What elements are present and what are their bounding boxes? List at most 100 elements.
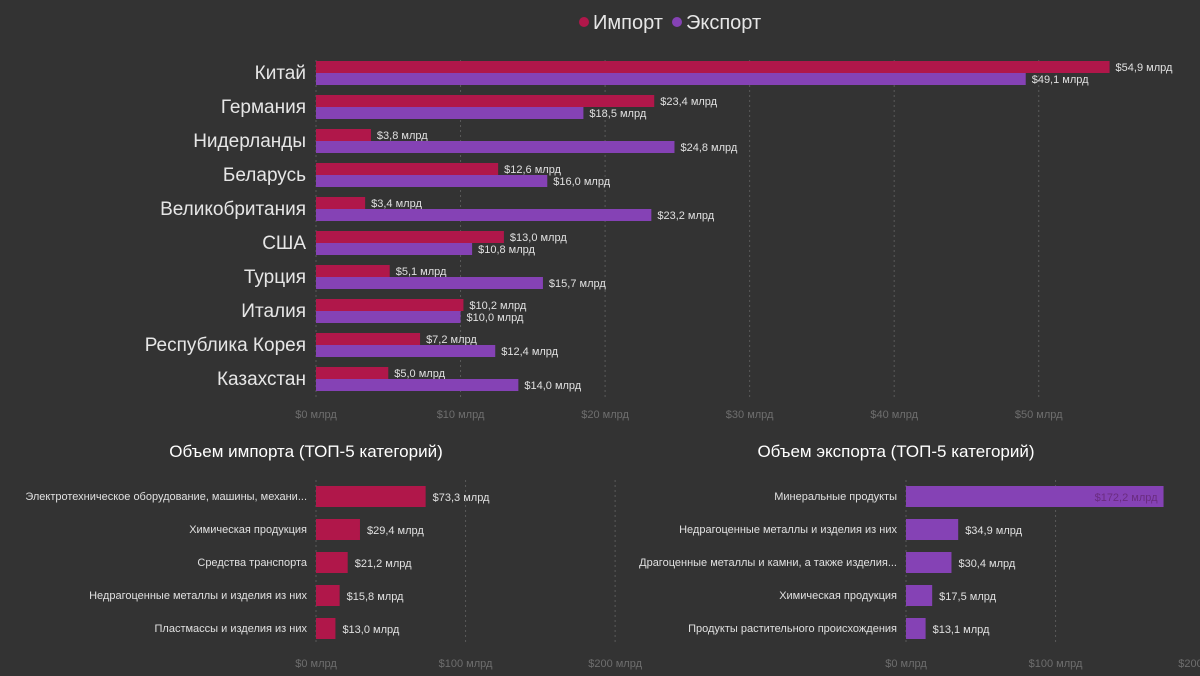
x-tick-label: $200 млрд [1178, 658, 1200, 670]
import-bar[interactable] [316, 129, 371, 141]
bar-value-label: $23,2 млрд [657, 210, 714, 222]
legend-export-dot [672, 17, 682, 27]
export-bar[interactable] [316, 141, 675, 153]
export-bar[interactable] [316, 345, 496, 357]
bar-value-label: $49,1 млрд [1032, 74, 1089, 86]
bar-value-label: $10,8 млрд [478, 244, 535, 256]
bar-value-label: $21,2 млрд [355, 558, 412, 570]
bar-value-label: $5,1 млрд [396, 266, 447, 278]
legend-import-label: Импорт [593, 12, 663, 34]
bar-value-label: $13,0 млрд [510, 232, 567, 244]
bar-value-label: $73,3 млрд [433, 492, 490, 504]
bar-value-label: $10,2 млрд [469, 300, 526, 312]
bar-value-label: $3,8 млрд [377, 130, 428, 142]
import-categories-chart: $0 млрд $100 млрд $200 млрд Электротехничес… [25, 480, 643, 670]
bar-value-label: $5,0 млрд [394, 368, 445, 380]
export-bar[interactable] [316, 73, 1026, 85]
bar-value-label: $10,0 млрд [467, 312, 524, 324]
bar-value-label: $34,9 млрд [965, 525, 1022, 537]
import-bar[interactable] [316, 197, 366, 209]
export-bar[interactable] [316, 209, 652, 221]
category-label: Химическая продукция [189, 524, 307, 536]
export-category-bar[interactable] [906, 618, 926, 639]
x-tick-label: $0 млрд [295, 409, 337, 421]
bar-value-label: $3,4 млрд [371, 198, 422, 210]
bar-value-label: $30,4 млрд [958, 558, 1015, 570]
x-tick-label: $100 млрд [1029, 658, 1083, 670]
x-tick-label: $10 млрд [437, 409, 485, 421]
legend-import-dot [579, 17, 589, 27]
import-category-bar[interactable] [316, 552, 348, 573]
category-label: Драгоценные металлы и камни, а также изд… [639, 557, 897, 569]
x-tick-label: $20 млрд [581, 409, 629, 421]
bar-value-label: $13,0 млрд [342, 624, 399, 636]
bar-value-label: $18,5 млрд [589, 108, 646, 120]
country-label: Италия [241, 301, 306, 322]
category-label: Продукты растительного происхождения [688, 623, 897, 635]
import-bar[interactable] [316, 163, 499, 175]
country-label: Нидерланды [193, 131, 306, 152]
import-category-bar[interactable] [316, 585, 340, 606]
country-label: Казахстан [217, 369, 306, 390]
import-category-bar[interactable] [316, 519, 360, 540]
x-tick-label: $30 млрд [726, 409, 774, 421]
export-category-bar[interactable] [906, 552, 952, 573]
country-label: Беларусь [223, 165, 306, 186]
country-label: Китай [255, 63, 306, 84]
category-label: Пластмассы и изделия из них [155, 623, 308, 635]
x-tick-label: $100 млрд [439, 658, 493, 670]
export-categories-chart: $0 млрд $100 млрд $200 млрд Минеральные про… [639, 480, 1200, 670]
bar-value-label: $12,4 млрд [501, 346, 558, 358]
import-bar[interactable] [316, 265, 390, 277]
import-category-bar[interactable] [316, 618, 336, 639]
import-chart-title: Объем импорта (ТОП-5 категорий) [169, 442, 442, 461]
export-category-bar[interactable] [906, 486, 1164, 507]
bar-value-label: $15,8 млрд [347, 591, 404, 603]
import-bar[interactable] [316, 367, 389, 379]
x-tick-label: $0 млрд [885, 658, 927, 670]
bar-value-label: $7,2 млрд [426, 334, 477, 346]
export-bar[interactable] [316, 175, 548, 187]
bar-value-label: $14,0 млрд [524, 380, 581, 392]
bar-value-label: $17,5 млрд [939, 591, 996, 603]
x-tick-label: $50 млрд [1015, 409, 1063, 421]
bar-value-label: $23,4 млрд [660, 96, 717, 108]
bar-value-label: $16,0 млрд [553, 176, 610, 188]
import-category-bar[interactable] [316, 486, 426, 507]
bar-value-label: $24,8 млрд [680, 142, 737, 154]
bar-value-label: $13,1 млрд [933, 624, 990, 636]
export-bar[interactable] [316, 243, 473, 255]
country-label: США [262, 233, 306, 254]
bar-value-label: $15,7 млрд [549, 278, 606, 290]
bar-value-label: $12,6 млрд [504, 164, 561, 176]
import-bar[interactable] [316, 61, 1110, 73]
x-tick-label: $0 млрд [295, 658, 337, 670]
import-bar[interactable] [316, 299, 464, 311]
bar-value-label: $172,2 млрд [1095, 492, 1159, 504]
import-bar[interactable] [316, 333, 421, 345]
category-label: Средства транспорта [197, 557, 308, 569]
import-bar[interactable] [316, 231, 504, 243]
export-bar[interactable] [316, 107, 584, 119]
legend: Импорт Экспорт [579, 12, 761, 34]
export-category-bar[interactable] [906, 585, 933, 606]
export-chart-title: Объем экспорта (ТОП-5 категорий) [757, 442, 1034, 461]
country-label: Великобритания [160, 199, 306, 220]
legend-export-label: Экспорт [686, 12, 761, 34]
category-label: Химическая продукция [779, 590, 897, 602]
export-bar[interactable] [316, 277, 543, 289]
export-category-bar[interactable] [906, 519, 959, 540]
country-label: Турция [244, 267, 306, 288]
x-tick-label: $200 млрд [588, 658, 642, 670]
category-label: Электротехническое оборудование, машины,… [25, 491, 307, 503]
x-tick-label: $40 млрд [870, 409, 918, 421]
category-label: Минеральные продукты [774, 491, 897, 503]
category-label: Недрагоценные металлы и изделия из них [679, 524, 897, 536]
country-chart: $0 млрд $10 млрд $20 млрд $30 млрд $40 млрд $… [145, 60, 1173, 421]
import-bar[interactable] [316, 95, 655, 107]
export-bar[interactable] [316, 379, 519, 391]
country-label: Германия [221, 97, 306, 118]
export-bar[interactable] [316, 311, 461, 323]
bar-value-label: $54,9 млрд [1116, 62, 1173, 74]
